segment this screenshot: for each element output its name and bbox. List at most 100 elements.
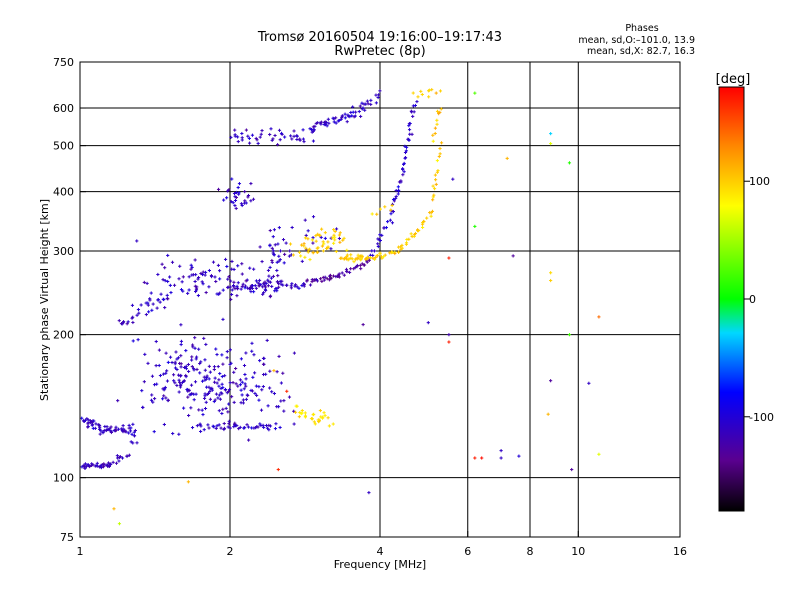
data-point xyxy=(165,293,169,297)
data-point xyxy=(244,128,248,132)
data-point xyxy=(318,121,322,125)
data-point xyxy=(305,278,309,282)
data-point xyxy=(234,190,239,195)
data-point xyxy=(170,260,175,264)
data-point xyxy=(410,132,414,136)
data-point xyxy=(303,411,307,415)
data-point xyxy=(208,370,212,374)
data-point xyxy=(236,384,240,388)
data-point xyxy=(216,187,221,191)
data-point xyxy=(249,181,253,186)
data-point xyxy=(243,382,247,386)
data-point xyxy=(132,430,136,434)
data-point xyxy=(214,279,218,284)
data-point xyxy=(250,389,255,393)
data-point xyxy=(289,284,293,288)
data-point xyxy=(198,429,203,434)
data-point xyxy=(118,455,122,459)
data-point xyxy=(226,285,230,290)
data-point xyxy=(384,225,389,230)
data-point xyxy=(232,191,237,196)
data-point xyxy=(374,255,378,260)
data-point xyxy=(396,185,400,189)
data-point xyxy=(378,89,382,93)
data-point xyxy=(130,316,134,320)
data-point xyxy=(407,124,411,128)
data-point xyxy=(397,250,401,254)
data-point xyxy=(208,397,213,401)
data-point xyxy=(152,383,157,387)
data-point xyxy=(269,276,274,280)
data-point xyxy=(308,257,312,262)
data-point xyxy=(276,405,281,409)
data-point xyxy=(197,408,201,412)
data-point xyxy=(119,322,124,326)
data-point xyxy=(283,135,287,139)
data-point xyxy=(229,135,233,139)
data-point xyxy=(150,393,154,397)
data-point xyxy=(127,423,131,428)
data-point xyxy=(254,286,258,290)
data-point xyxy=(254,279,259,283)
data-point xyxy=(166,398,170,402)
data-point xyxy=(303,236,308,240)
data-point xyxy=(480,456,484,460)
data-point xyxy=(230,395,234,399)
data-point xyxy=(111,460,115,464)
data-point xyxy=(310,238,314,242)
data-point xyxy=(274,422,278,426)
data-point xyxy=(180,380,185,384)
data-point xyxy=(198,422,202,426)
data-point xyxy=(367,491,371,495)
data-point xyxy=(156,298,160,302)
data-point xyxy=(93,426,97,430)
data-point xyxy=(164,371,168,375)
data-point xyxy=(546,412,550,416)
data-point xyxy=(234,206,238,211)
data-point xyxy=(146,303,150,307)
data-point xyxy=(419,89,423,93)
data-point xyxy=(404,242,409,246)
data-point xyxy=(220,392,224,396)
data-point xyxy=(235,424,239,428)
data-point xyxy=(158,373,163,378)
data-point xyxy=(262,425,266,430)
data-point xyxy=(247,141,252,145)
data-point xyxy=(587,381,591,385)
data-point xyxy=(147,310,151,314)
data-point xyxy=(141,405,145,409)
data-point xyxy=(304,246,308,250)
data-point xyxy=(300,408,304,413)
data-point xyxy=(175,357,179,361)
data-point xyxy=(420,225,425,230)
data-point xyxy=(433,126,437,130)
data-point xyxy=(241,401,246,405)
data-point xyxy=(201,282,205,286)
data-point xyxy=(97,423,101,427)
data-point xyxy=(376,95,380,100)
data-point xyxy=(358,104,362,108)
data-point xyxy=(210,388,215,392)
data-point xyxy=(166,360,170,364)
data-point xyxy=(334,116,338,120)
data-point xyxy=(383,205,387,209)
data-point xyxy=(326,416,330,420)
data-point xyxy=(212,367,216,372)
data-point xyxy=(217,384,221,388)
data-point xyxy=(327,424,331,428)
data-point xyxy=(337,272,341,276)
data-point xyxy=(242,363,247,368)
data-point xyxy=(447,333,451,337)
data-point xyxy=(242,426,246,430)
data-point xyxy=(105,425,109,429)
data-point xyxy=(315,246,319,250)
data-point xyxy=(181,406,186,410)
data-point xyxy=(165,379,170,383)
data-point xyxy=(300,259,304,263)
data-point xyxy=(312,420,316,424)
data-point xyxy=(253,391,257,396)
data-point xyxy=(275,289,279,293)
data-point xyxy=(95,461,99,465)
data-point xyxy=(227,402,231,406)
data-point xyxy=(403,144,407,148)
